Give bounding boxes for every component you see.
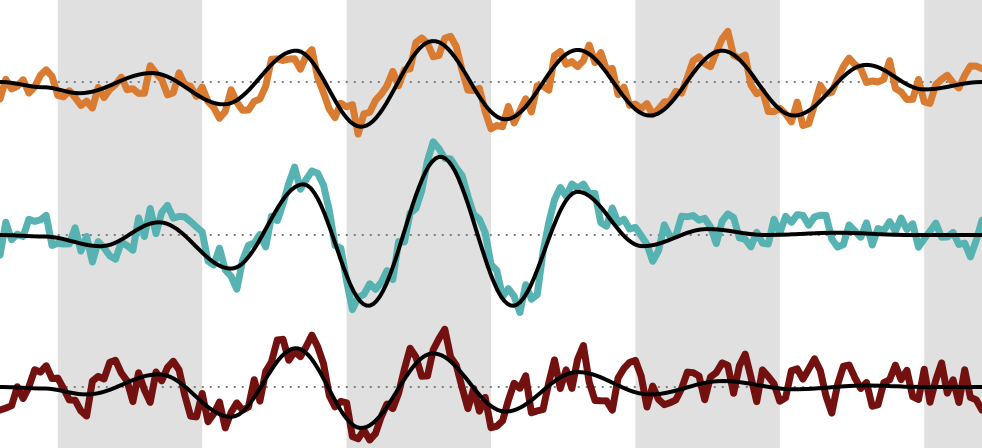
noisy-series-line-1 xyxy=(0,27,982,138)
smooth-series-line-2 xyxy=(0,154,982,308)
noisy-series-line-2 xyxy=(0,138,982,316)
series-panel-2 xyxy=(0,138,982,316)
series-panel-1 xyxy=(0,27,982,138)
smooth-series-line-3 xyxy=(0,346,982,430)
series-panel-3 xyxy=(0,325,982,444)
smooth-series-line-1 xyxy=(0,39,982,129)
series-panels xyxy=(0,27,982,444)
